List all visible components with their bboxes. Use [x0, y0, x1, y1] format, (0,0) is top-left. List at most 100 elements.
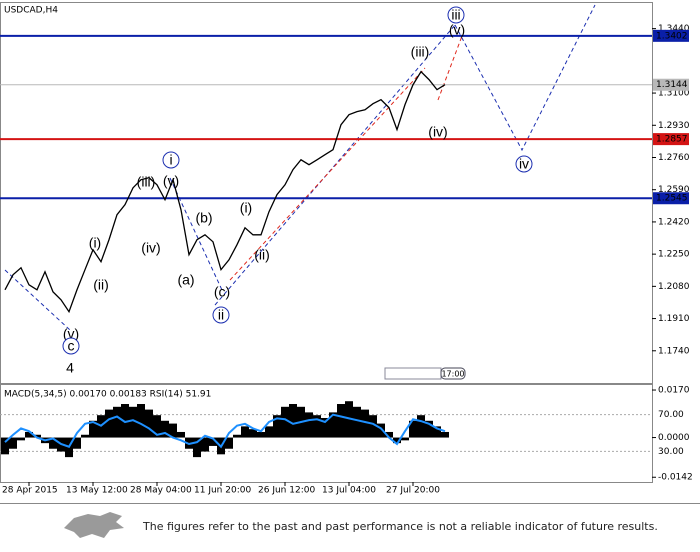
macd-bar — [289, 404, 297, 438]
y-tick-label: 1.3440 — [658, 24, 690, 34]
rsi-line — [4, 413, 446, 449]
macd-bar — [425, 420, 433, 438]
wave-label: (a) — [177, 272, 194, 288]
wave-label: (i) — [240, 200, 252, 216]
price-line — [4, 70, 446, 314]
wave-label: (ii) — [254, 247, 270, 263]
wave-label: (iii) — [137, 174, 156, 190]
macd-bar — [345, 401, 353, 438]
y-tick-label: -0.0142 — [658, 473, 693, 483]
macd-bar — [49, 437, 57, 449]
macd-bar — [137, 404, 145, 438]
macd-bar — [273, 415, 281, 438]
wave-line — [437, 35, 463, 101]
macd-bar — [81, 434, 89, 438]
wave-lines — [4, 4, 596, 331]
macd-bar — [329, 412, 337, 438]
x-tick-label: 28 Apr 2015 — [2, 486, 58, 496]
chart-title: USDCAD,H4 — [4, 6, 58, 16]
macd-bar — [177, 431, 185, 438]
macd-bar — [209, 437, 217, 446]
macd-bar — [337, 404, 345, 438]
y-tick-label: 1.2250 — [658, 250, 690, 260]
y-tick-label: 1.2590 — [658, 185, 690, 195]
wave-label: (iv) — [428, 124, 447, 140]
level-label: 1.3144 — [656, 80, 688, 90]
macd-bar — [105, 409, 113, 438]
level-label: 1.2545 — [656, 194, 688, 204]
time-marker-strip — [384, 367, 442, 380]
disclaimer: The figures refer to the past and past p… — [142, 520, 658, 533]
time-marker-box — [440, 367, 466, 380]
macd-bar — [17, 437, 25, 441]
wave-label: (i) — [89, 235, 101, 251]
macd-bar — [73, 437, 81, 449]
wave-label: (b) — [195, 210, 212, 226]
logo — [64, 512, 124, 538]
level-label-box — [653, 133, 689, 146]
wave-label: c — [68, 338, 75, 354]
macd-bar — [441, 431, 449, 438]
wave-label: ii — [218, 307, 224, 323]
macd-bar — [281, 406, 289, 438]
macd-bar — [313, 415, 321, 438]
wave-circle — [447, 6, 465, 24]
wave-label: (v) — [163, 173, 179, 189]
wave-circle — [162, 151, 180, 169]
time-marker: 17:00 — [384, 367, 466, 380]
x-tick-label: 26 Jun 12:00 — [258, 486, 315, 496]
macd-bar — [249, 429, 257, 438]
wave-label: i — [169, 152, 172, 168]
macd-bar — [353, 406, 361, 438]
macd-bar — [1, 437, 9, 455]
macd-bar — [33, 434, 41, 438]
wave-label: (iv) — [141, 240, 160, 256]
macd-bar — [433, 426, 441, 438]
wave-label: iv — [519, 156, 529, 172]
level-label-box — [653, 29, 689, 42]
level-label-box — [653, 192, 689, 205]
wave-label: (v) — [449, 22, 465, 38]
macd-bar — [193, 437, 201, 458]
wave-label: (c) — [214, 284, 230, 300]
macd-bar — [169, 423, 177, 438]
y-tick-label: 0.0170 — [658, 386, 690, 396]
macd-bar — [377, 423, 385, 438]
y-tick-label: 1.2080 — [658, 282, 690, 292]
level-label: 1.3402 — [656, 31, 688, 41]
x-tick-label: 27 Jul 20:00 — [386, 486, 440, 496]
wave-line — [4, 269, 71, 331]
wave-circle — [62, 337, 80, 355]
wave-circle — [212, 306, 230, 324]
wave-line — [454, 4, 596, 152]
macd-bar — [393, 437, 401, 444]
y-tick-label: 1.2760 — [658, 153, 690, 163]
macd-bar — [225, 437, 233, 449]
macd-bar — [417, 415, 425, 438]
macd-bar — [145, 409, 153, 438]
macd-bar — [409, 420, 417, 438]
wave-line — [214, 24, 456, 306]
level-label-box — [653, 78, 689, 91]
macd-bar — [321, 417, 329, 438]
macd-bar — [385, 431, 393, 438]
wave-label: (ii) — [93, 277, 109, 293]
macd-bar — [161, 420, 169, 438]
macd-bar — [153, 415, 161, 438]
wave-circle — [515, 155, 533, 173]
macd-bar — [113, 406, 121, 438]
macd-bar — [257, 431, 265, 438]
macd-bar — [121, 404, 129, 438]
indicator-title: MACD(5,34,5) 0.00170 0.00183 RSI(14) 51.… — [4, 390, 211, 400]
x-tick-label: 11 Jun 20:00 — [194, 486, 251, 496]
y-tick-label: 1.3100 — [658, 89, 690, 99]
macd-bar — [401, 437, 409, 441]
macd-bar — [305, 412, 313, 438]
wave-line — [229, 67, 426, 281]
macd-bar — [233, 434, 241, 438]
level-label: 1.2857 — [656, 135, 688, 145]
wave-label: iii — [451, 7, 460, 23]
macd-bar — [369, 415, 377, 438]
macd-bar — [361, 409, 369, 438]
